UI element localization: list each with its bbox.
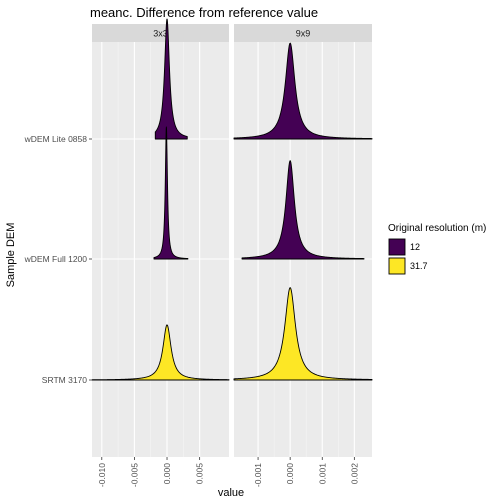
x-tick-label: 0.001 bbox=[317, 463, 327, 485]
x-axis-title: value bbox=[218, 487, 244, 499]
legend-label: 12 bbox=[410, 242, 420, 252]
y-tick-label: wDEM Lite 0858 bbox=[24, 134, 88, 144]
panels: 3x3 -0.010 -0.005 0.000 0.005 9x9 -0.001 0.000 0… bbox=[91, 18, 373, 487]
panel-3x3: 3x3 -0.010 -0.005 0.000 0.005 bbox=[91, 18, 230, 487]
y-axis-title: Sample DEM bbox=[5, 223, 17, 288]
x-tick-label: 0.000 bbox=[162, 463, 172, 485]
density-ridge bbox=[154, 18, 188, 140]
legend-label: 31.7 bbox=[410, 261, 428, 271]
density-ridge bbox=[233, 42, 373, 140]
legend: Original resolution (m) 12 31.7 bbox=[388, 223, 486, 275]
y-tick-label: wDEM Full 1200 bbox=[24, 254, 88, 264]
y-tick-label: SRTM 3170 bbox=[42, 375, 87, 385]
density-ridge bbox=[91, 324, 230, 381]
x-tick-label: 0.002 bbox=[349, 463, 359, 485]
x-tick-label: -0.001 bbox=[253, 463, 263, 487]
chart-title: meanc. Difference from reference value bbox=[90, 5, 318, 20]
x-tick-label: 0.005 bbox=[195, 463, 205, 485]
legend-key bbox=[388, 238, 406, 256]
strip-label: 3x3 bbox=[153, 29, 168, 39]
strip bbox=[234, 24, 372, 42]
strip-label: 9x9 bbox=[296, 29, 311, 39]
x-tick-label: -0.010 bbox=[97, 463, 107, 487]
strip bbox=[92, 24, 229, 42]
density-ridge bbox=[233, 287, 373, 381]
density-ridge bbox=[241, 160, 365, 260]
x-tick-label: 0.000 bbox=[285, 463, 295, 485]
panel-9x9: 9x9 -0.001 0.000 0.001 0.002 bbox=[233, 24, 373, 487]
legend-title: Original resolution (m) bbox=[388, 223, 486, 234]
x-tick-label: -0.005 bbox=[129, 463, 139, 487]
panel-background bbox=[92, 42, 229, 457]
density-ridge bbox=[153, 126, 189, 260]
y-axis: wDEM Lite 0858 wDEM Full 1200 SRTM 3170 bbox=[24, 134, 92, 385]
legend-key bbox=[388, 257, 406, 275]
